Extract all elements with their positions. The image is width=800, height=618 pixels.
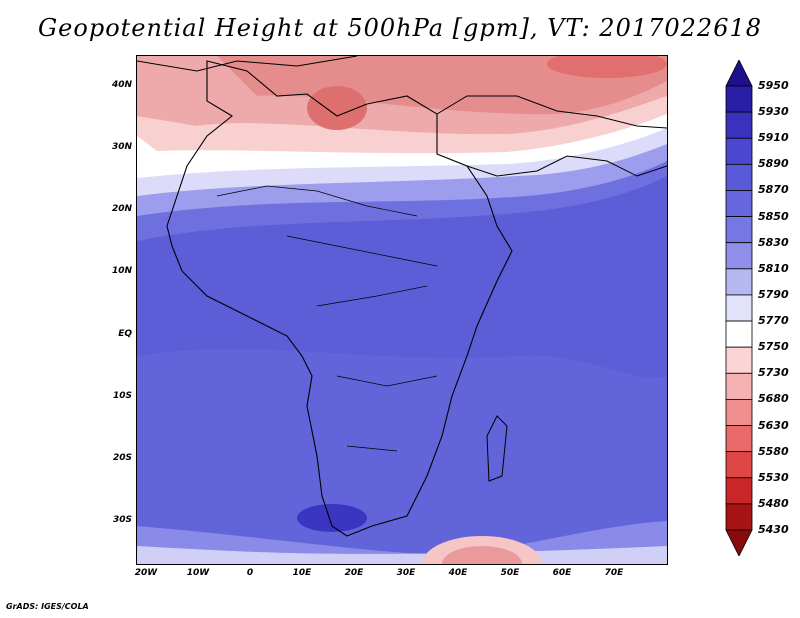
colorbar-label: 5680: [758, 392, 789, 406]
colorbar-label: 5830: [758, 235, 789, 249]
colorbar-label: 5530: [758, 470, 789, 484]
x-tick-50e: 50E: [500, 568, 520, 578]
colorbar-bottom-arrow: [725, 529, 753, 556]
colorbar-cell: [725, 137, 753, 165]
southern-high: [297, 504, 367, 532]
colorbar-cell: [725, 451, 753, 479]
colorbar-label: 5750: [758, 340, 789, 354]
colorbar-cell: [725, 372, 753, 400]
x-tick-0: 0: [246, 568, 254, 578]
colorbar-cell: [725, 477, 753, 505]
colorbar-cell: [725, 190, 753, 217]
colorbar-label: 5910: [758, 131, 789, 145]
colorbar-label: 5870: [758, 183, 789, 197]
colorbar-cell: [725, 216, 753, 244]
colorbar-label: 5810: [758, 261, 789, 275]
x-tick-10w: 10W: [186, 568, 210, 578]
africa-coastline: [166, 60, 513, 537]
colorbar-cell: [725, 346, 753, 374]
europe-coastline: [137, 56, 358, 72]
map-title: Geopotential Height at 500hPa [gpm], VT:…: [38, 14, 762, 42]
x-tick-20w: 20W: [134, 568, 158, 578]
colorbar-label: 5430: [758, 523, 789, 536]
colorbar-cell: [725, 163, 753, 191]
colorbar-cell: [725, 242, 753, 270]
colorbar-label: 5730: [758, 366, 789, 380]
colorbar-label: 5770: [758, 314, 789, 328]
colorbar-cell: [725, 85, 753, 113]
country-borders: [216, 185, 438, 452]
y-tick-10s: 10S: [112, 391, 132, 401]
colorbar: [725, 60, 753, 556]
southern-band: [137, 348, 667, 564]
colorbar-label: 5480: [758, 496, 789, 510]
geopotential-field: [137, 56, 667, 564]
low-core-mediterranean: [307, 86, 367, 130]
colorbar-label: 5850: [758, 209, 789, 223]
y-tick-eq: EQ: [118, 329, 132, 339]
band-5730-south: [442, 546, 522, 564]
x-tick-10e: 10E: [292, 568, 312, 578]
y-tick-20n: 20N: [111, 204, 132, 214]
x-tick-60e: 60E: [552, 568, 572, 578]
colorbar-label: 5930: [758, 105, 789, 119]
x-tick-40e: 40E: [448, 568, 468, 578]
colorbar-label: 5950: [758, 79, 789, 92]
colorbar-top-arrow: [725, 60, 753, 87]
colorbar-cell: [725, 268, 753, 296]
y-tick-10n: 10N: [111, 266, 132, 276]
colorbar-cell: [725, 425, 753, 453]
colorbar-label: 5630: [758, 418, 789, 432]
credit-text: GrADS: IGES/COLA: [6, 602, 89, 611]
madagascar-coastline: [486, 415, 508, 482]
arabia-coastline: [466, 155, 667, 177]
x-tick-20e: 20E: [344, 568, 364, 578]
y-tick-20s: 20S: [112, 453, 132, 463]
colorbar-cell: [725, 320, 753, 348]
colorbar-cell: [725, 503, 753, 531]
colorbar-cell: [725, 399, 753, 426]
colorbar-cell: [725, 111, 753, 139]
colorbar-cell: [725, 294, 753, 322]
x-tick-30e: 30E: [396, 568, 416, 578]
asia-coastline: [436, 95, 667, 129]
colorbar-label: 5580: [758, 444, 789, 458]
colorbar-label: 5790: [758, 287, 789, 301]
y-tick-40n: 40N: [111, 80, 132, 90]
band-5630: [547, 56, 667, 78]
y-tick-30n: 30N: [111, 142, 132, 152]
x-tick-70e: 70E: [604, 568, 624, 578]
y-tick-30s: 30S: [112, 515, 132, 525]
map-panel: [136, 55, 668, 565]
colorbar-label: 5890: [758, 157, 789, 171]
